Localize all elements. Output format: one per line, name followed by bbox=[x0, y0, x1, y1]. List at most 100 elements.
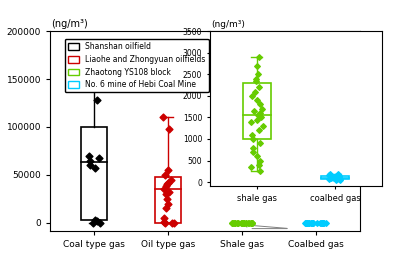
Point bbox=[161, 187, 167, 191]
Point bbox=[302, 221, 308, 225]
Point bbox=[337, 177, 343, 182]
Point bbox=[334, 176, 340, 180]
Point bbox=[165, 202, 172, 206]
Point bbox=[255, 72, 262, 76]
Bar bbox=[81, 127, 107, 220]
Point bbox=[230, 221, 236, 225]
Point bbox=[249, 221, 256, 225]
Point bbox=[230, 221, 237, 225]
Point bbox=[86, 154, 92, 158]
Point bbox=[254, 154, 260, 158]
Point bbox=[253, 76, 259, 81]
Point bbox=[257, 159, 263, 163]
Point bbox=[161, 220, 168, 224]
Point bbox=[234, 221, 241, 225]
Point bbox=[254, 98, 261, 102]
Point bbox=[336, 177, 342, 181]
Point bbox=[249, 94, 256, 98]
Point bbox=[332, 176, 338, 180]
Point bbox=[256, 128, 262, 132]
Point bbox=[87, 163, 94, 167]
Point bbox=[160, 115, 166, 119]
Point bbox=[92, 166, 99, 170]
Point bbox=[234, 221, 241, 225]
Point bbox=[162, 221, 168, 225]
Bar bbox=[155, 177, 181, 223]
Point bbox=[252, 89, 258, 93]
Point bbox=[86, 63, 92, 67]
Point bbox=[256, 85, 262, 89]
Point bbox=[248, 133, 255, 137]
Point bbox=[256, 102, 263, 106]
Point bbox=[314, 221, 320, 225]
Point bbox=[96, 221, 103, 225]
Bar bbox=[322, 176, 349, 179]
Point bbox=[318, 221, 325, 225]
Point bbox=[253, 79, 259, 83]
Point bbox=[249, 221, 256, 225]
Point bbox=[232, 221, 238, 225]
Legend: Shanshan oilfield, Liaohe and Zhongyuan oilfields, Zhaotong YS108 block, No. 6 m: Shanshan oilfield, Liaohe and Zhongyuan … bbox=[65, 39, 209, 92]
Point bbox=[165, 168, 172, 172]
Point bbox=[257, 141, 263, 145]
Point bbox=[318, 221, 324, 225]
Point bbox=[161, 216, 168, 220]
Point bbox=[309, 221, 315, 225]
Point bbox=[302, 221, 309, 225]
Bar bbox=[243, 83, 270, 139]
Point bbox=[162, 206, 169, 211]
Point bbox=[161, 173, 168, 177]
Point bbox=[310, 221, 316, 225]
Point bbox=[96, 156, 102, 160]
Point bbox=[304, 221, 310, 225]
Point bbox=[162, 192, 169, 196]
Point bbox=[164, 181, 171, 185]
Point bbox=[162, 184, 169, 189]
Point bbox=[323, 221, 330, 225]
Point bbox=[248, 221, 254, 225]
Point bbox=[87, 159, 94, 163]
Point bbox=[317, 221, 324, 225]
Point bbox=[309, 221, 316, 225]
Point bbox=[242, 221, 249, 225]
Point bbox=[329, 175, 336, 179]
Point bbox=[335, 175, 341, 179]
Point bbox=[248, 120, 254, 124]
Text: (ng/m³): (ng/m³) bbox=[52, 19, 88, 29]
Point bbox=[251, 109, 258, 113]
Point bbox=[94, 98, 100, 102]
Point bbox=[241, 221, 248, 225]
Point bbox=[250, 137, 256, 141]
Point bbox=[256, 111, 263, 115]
Point bbox=[166, 127, 172, 131]
Point bbox=[248, 221, 255, 225]
Point bbox=[94, 219, 100, 223]
Point bbox=[238, 221, 245, 225]
Point bbox=[257, 169, 264, 174]
Point bbox=[164, 197, 170, 201]
Point bbox=[163, 182, 170, 186]
Point bbox=[259, 124, 266, 128]
Point bbox=[90, 221, 96, 225]
Point bbox=[239, 221, 246, 225]
Point bbox=[335, 171, 342, 176]
Point bbox=[248, 221, 254, 225]
Point bbox=[249, 221, 255, 225]
Point bbox=[254, 118, 260, 122]
Point bbox=[243, 221, 249, 225]
Point bbox=[170, 221, 177, 225]
Point bbox=[245, 221, 251, 225]
Point bbox=[319, 221, 326, 225]
Point bbox=[326, 173, 332, 177]
Point bbox=[246, 221, 252, 225]
Point bbox=[240, 221, 246, 225]
Point bbox=[330, 176, 337, 180]
Point bbox=[237, 221, 244, 225]
Point bbox=[258, 115, 264, 119]
Point bbox=[304, 221, 311, 225]
Text: (ng/m³): (ng/m³) bbox=[212, 20, 246, 29]
Point bbox=[333, 178, 339, 182]
Point bbox=[327, 172, 334, 176]
Point bbox=[255, 163, 262, 167]
Point bbox=[228, 221, 235, 225]
